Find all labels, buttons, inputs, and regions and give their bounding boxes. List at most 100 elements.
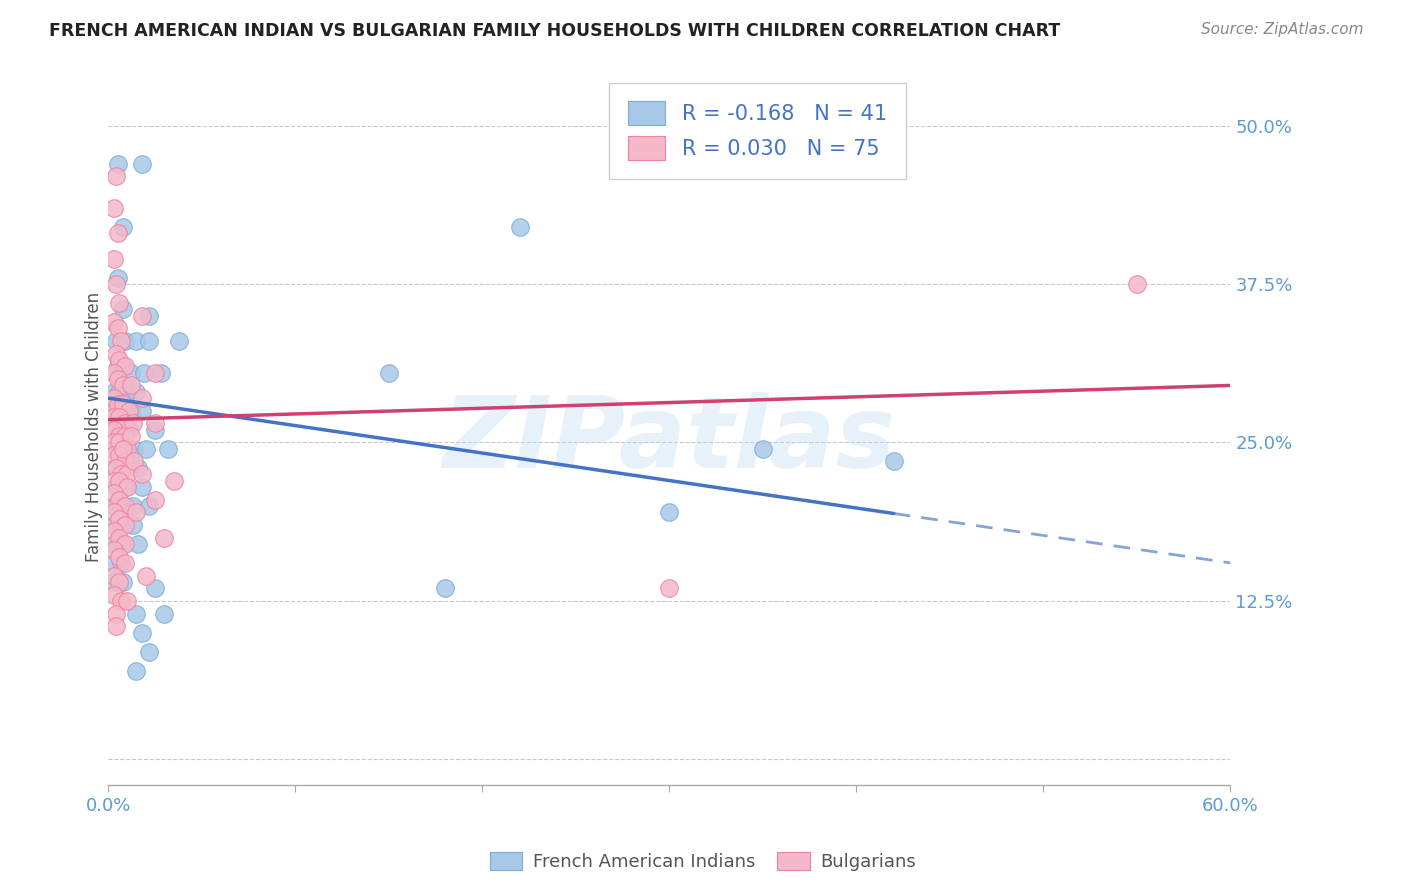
Point	[108, 404, 131, 418]
Point	[143, 581, 166, 595]
Point	[103, 556, 125, 570]
Point	[115, 467, 138, 482]
Point	[138, 645, 160, 659]
Point	[124, 442, 146, 456]
Point	[883, 454, 905, 468]
Point	[658, 581, 681, 595]
Point	[114, 417, 136, 431]
Point	[131, 309, 153, 323]
Point	[112, 397, 135, 411]
Point	[110, 467, 132, 482]
Point	[114, 429, 136, 443]
Point	[114, 499, 136, 513]
Point	[163, 474, 186, 488]
Point	[110, 556, 132, 570]
Point	[108, 410, 131, 425]
Point	[125, 664, 148, 678]
Point	[131, 404, 153, 418]
Point	[131, 625, 153, 640]
Point	[108, 429, 131, 443]
Point	[104, 169, 127, 184]
Point	[104, 480, 127, 494]
Point	[114, 454, 136, 468]
Point	[658, 505, 681, 519]
Point	[103, 517, 125, 532]
Legend: French American Indians, Bulgarians: French American Indians, Bulgarians	[482, 845, 924, 879]
Point	[104, 347, 127, 361]
Point	[103, 543, 125, 558]
Point	[120, 404, 142, 418]
Point	[103, 404, 125, 418]
Point	[103, 391, 125, 405]
Point	[104, 277, 127, 291]
Point	[112, 442, 135, 456]
Point	[108, 492, 131, 507]
Point	[108, 549, 131, 564]
Point	[103, 524, 125, 539]
Point	[131, 467, 153, 482]
Point	[107, 270, 129, 285]
Point	[112, 219, 135, 234]
Point	[110, 499, 132, 513]
Point	[103, 410, 125, 425]
Point	[121, 517, 143, 532]
Point	[107, 156, 129, 170]
Point	[103, 486, 125, 500]
Text: Source: ZipAtlas.com: Source: ZipAtlas.com	[1201, 22, 1364, 37]
Point	[114, 537, 136, 551]
Point	[118, 404, 141, 418]
Point	[112, 574, 135, 589]
Point	[112, 378, 135, 392]
Point	[103, 384, 125, 399]
Point	[120, 366, 142, 380]
Point	[103, 366, 125, 380]
Y-axis label: Family Households with Children: Family Households with Children	[86, 292, 103, 562]
Point	[108, 296, 131, 310]
Point	[107, 227, 129, 241]
Point	[125, 607, 148, 621]
Point	[107, 372, 129, 386]
Point	[104, 334, 127, 348]
Point	[157, 442, 180, 456]
Point	[118, 423, 141, 437]
Point	[131, 391, 153, 405]
Point	[103, 568, 125, 582]
Point	[121, 417, 143, 431]
Point	[125, 505, 148, 519]
Text: ZIPatlas: ZIPatlas	[443, 392, 896, 490]
Point	[104, 460, 127, 475]
Point	[114, 556, 136, 570]
Point	[107, 359, 129, 374]
Point	[112, 359, 135, 374]
Point	[153, 531, 176, 545]
Point	[103, 499, 125, 513]
Point	[114, 517, 136, 532]
Point	[103, 252, 125, 266]
Point	[108, 448, 131, 462]
Point	[125, 384, 148, 399]
Point	[108, 442, 131, 456]
Point	[108, 474, 131, 488]
Point	[124, 454, 146, 468]
Point	[108, 353, 131, 368]
Point	[108, 435, 131, 450]
Point	[131, 480, 153, 494]
Point	[153, 607, 176, 621]
Point	[103, 448, 125, 462]
Point	[103, 423, 125, 437]
Point	[143, 423, 166, 437]
Point	[103, 423, 125, 437]
Point	[143, 492, 166, 507]
Point	[108, 531, 131, 545]
Point	[138, 499, 160, 513]
Point	[135, 442, 157, 456]
Point	[132, 366, 155, 380]
Point	[112, 460, 135, 475]
Point	[103, 201, 125, 215]
Text: FRENCH AMERICAN INDIAN VS BULGARIAN FAMILY HOUSEHOLDS WITH CHILDREN CORRELATION : FRENCH AMERICAN INDIAN VS BULGARIAN FAMI…	[49, 22, 1060, 40]
Point	[110, 594, 132, 608]
Point	[103, 435, 125, 450]
Point	[127, 537, 149, 551]
Point	[104, 607, 127, 621]
Point	[120, 378, 142, 392]
